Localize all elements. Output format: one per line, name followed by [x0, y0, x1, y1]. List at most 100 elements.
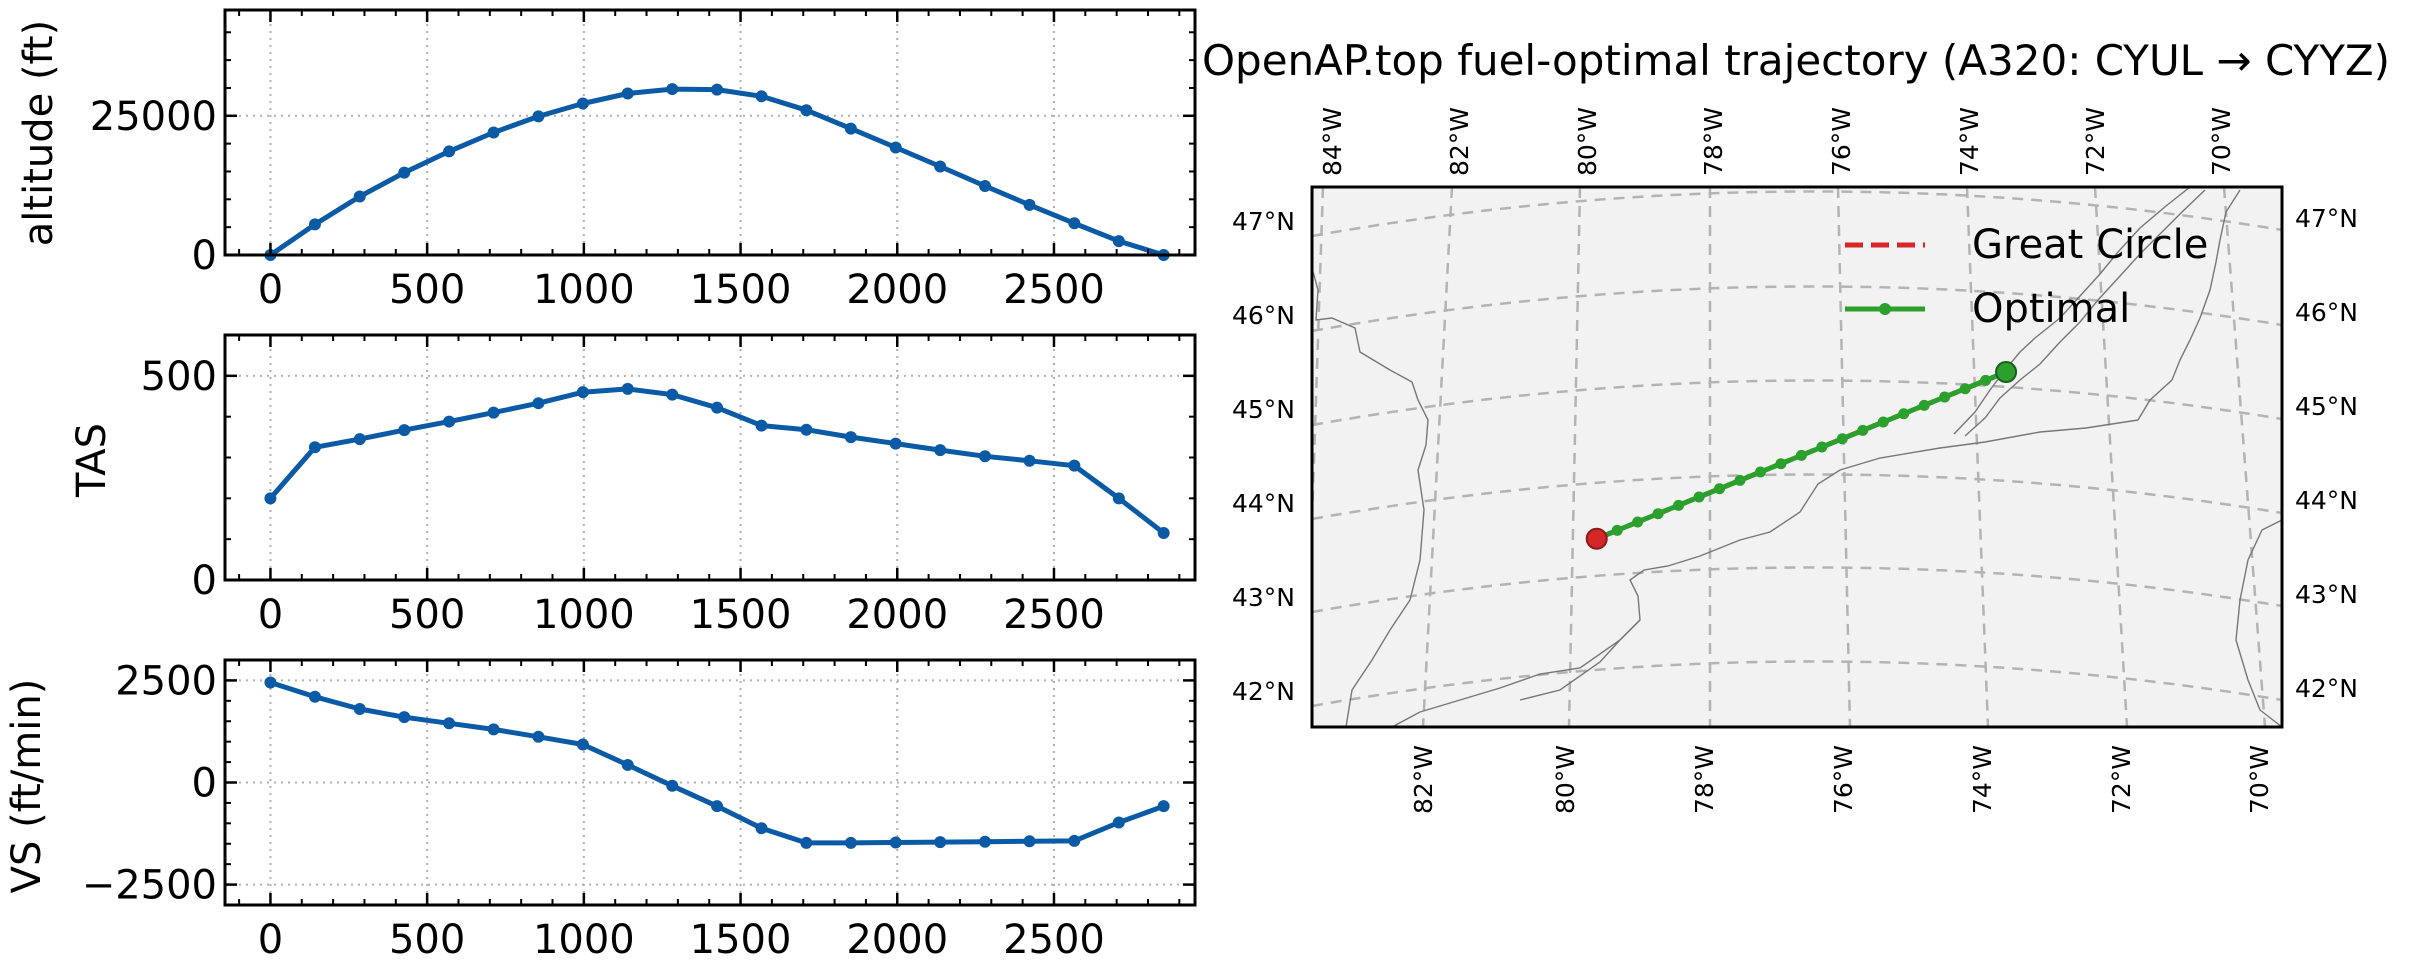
tas-xtick-label: 1000: [533, 592, 635, 638]
map-lat-labels-right: 47°N 46°N 45°N 44°N 43°N 42°N: [2295, 204, 2358, 703]
optimal-point: [1754, 466, 1766, 478]
altitude-xtick-label: 2000: [846, 267, 948, 313]
destination-marker: [1585, 527, 1608, 550]
meridian-82w: [1421, 186, 1454, 728]
altitude-point: [532, 110, 545, 123]
vs-point: [1023, 835, 1036, 848]
optimal-point: [1673, 499, 1685, 511]
altitude-ytick-label: 0: [192, 233, 217, 279]
tas-xtick-label: 0: [258, 592, 283, 638]
tas-point: [844, 431, 857, 444]
lon-label-top-74w: 74°W: [1955, 107, 1984, 176]
lon-label-bottom-76w: 76°W: [1829, 745, 1858, 814]
vs-xtick-label: 1000: [533, 917, 635, 963]
vs-xtick-label: 1500: [690, 917, 792, 963]
tas-ytick-label: 0: [192, 558, 217, 604]
altitude-ylabel: altitude (ft): [16, 20, 62, 246]
altitude-point: [844, 122, 857, 135]
tas-point: [308, 441, 321, 454]
tas-point: [1112, 492, 1125, 505]
tas-point: [711, 401, 724, 414]
tas-point: [1157, 527, 1170, 540]
map-title: OpenAP.top fuel-optimal trajectory (A320…: [1202, 36, 2390, 85]
optimal-point: [1857, 424, 1869, 436]
altitude-point: [487, 126, 500, 139]
vs-xtick-label: 2000: [846, 917, 948, 963]
tas-line: [264, 382, 1170, 540]
altitude-point: [353, 190, 366, 203]
vs-point: [353, 703, 366, 715]
tas-panel: 0 500 1000 1500 2000 2500 0 500 TAS: [69, 333, 1197, 638]
lon-label-top-78w: 78°W: [1699, 107, 1728, 176]
optimal-point: [1816, 441, 1828, 453]
legend-great-circle-label: Great Circle: [1972, 222, 2208, 268]
lat-label-left-47n: 47°N: [1232, 207, 1295, 236]
tas-xtick-label: 500: [389, 592, 465, 638]
vs-point: [1068, 834, 1081, 847]
lon-label-bottom-78w: 78°W: [1690, 745, 1719, 814]
lon-label-bottom-70w: 70°W: [2245, 745, 2274, 814]
tas-point: [398, 424, 411, 437]
altitude-point: [934, 160, 947, 173]
vs-xtick-label: 500: [389, 917, 465, 963]
optimal-point: [1611, 524, 1623, 536]
tas-xtick-label: 1500: [690, 592, 792, 638]
vs-point: [264, 676, 277, 689]
vs-point: [755, 822, 768, 835]
lat-label-left-45n: 45°N: [1232, 395, 1295, 424]
lon-label-bottom-80w: 80°W: [1551, 745, 1580, 814]
altitude-point: [711, 83, 724, 96]
tas-point: [1023, 454, 1036, 467]
optimal-point: [1918, 399, 1930, 411]
hudson-bay-coast: [1311, 267, 1429, 728]
altitude-line: [264, 83, 1170, 261]
optimal-point: [1795, 449, 1807, 461]
parallel-42n: [1311, 660, 2283, 708]
altitude-point: [1023, 198, 1036, 211]
optimal-point: [1959, 383, 1971, 395]
meridian-70w: [2222, 186, 2267, 728]
east-coast: [2235, 519, 2283, 728]
map-graticule: [1310, 186, 2283, 728]
lon-label-top-70w: 70°W: [2207, 107, 2236, 176]
map-coastlines: [1311, 186, 2283, 728]
lat-label-left-43n: 43°N: [1232, 583, 1295, 612]
vs-point: [800, 836, 813, 849]
maine-boundary: [2137, 189, 2241, 421]
tas-point: [487, 406, 500, 419]
vs-point: [443, 717, 456, 730]
optimal-point: [1898, 408, 1910, 420]
tas-point: [934, 444, 947, 457]
altitude-point: [1112, 235, 1125, 248]
tas-point: [1068, 459, 1081, 472]
vs-ytick-label: −2500: [82, 863, 217, 909]
tas-point: [443, 415, 456, 428]
altitude-point: [979, 179, 992, 192]
optimal-point: [1693, 491, 1705, 503]
map-panel: OpenAP.top fuel-optimal trajectory (A320…: [1202, 36, 2390, 814]
vs-point: [308, 690, 321, 703]
tas-ticks: 0 500 1000 1500 2000 2500 0 500: [141, 334, 1195, 638]
optimal-point: [1734, 474, 1746, 486]
vs-point: [398, 711, 411, 724]
tas-ylabel: TAS: [69, 423, 115, 498]
meridian-76w: [1836, 186, 1852, 728]
legend-optimal-label: Optimal: [1972, 286, 2130, 332]
altitude-xtick-label: 1000: [533, 267, 635, 313]
lat-label-right-42n: 42°N: [2295, 674, 2358, 703]
vs-point: [487, 723, 500, 736]
tas-point: [979, 450, 992, 463]
map-lon-labels-top: 84°W 82°W 80°W 78°W 76°W 74°W 72°W 70°W: [1318, 107, 2236, 176]
vs-line: [264, 676, 1170, 849]
vs-ytick-label: 2500: [115, 658, 217, 704]
vs-ylabel: VS (ft/min): [4, 679, 50, 894]
altitude-xtick-label: 500: [389, 267, 465, 313]
optimal-point: [1775, 458, 1787, 470]
vs-ticks: 0 500 1000 1500 2000 2500 −2500 0 2500: [82, 658, 1195, 963]
altitude-point: [621, 87, 634, 100]
optimal-point: [1714, 483, 1726, 495]
parallel-47n: [1311, 190, 2283, 238]
vs-point: [666, 779, 679, 792]
parallel-46n: [1311, 285, 2283, 333]
lon-label-top-76w: 76°W: [1827, 107, 1856, 176]
